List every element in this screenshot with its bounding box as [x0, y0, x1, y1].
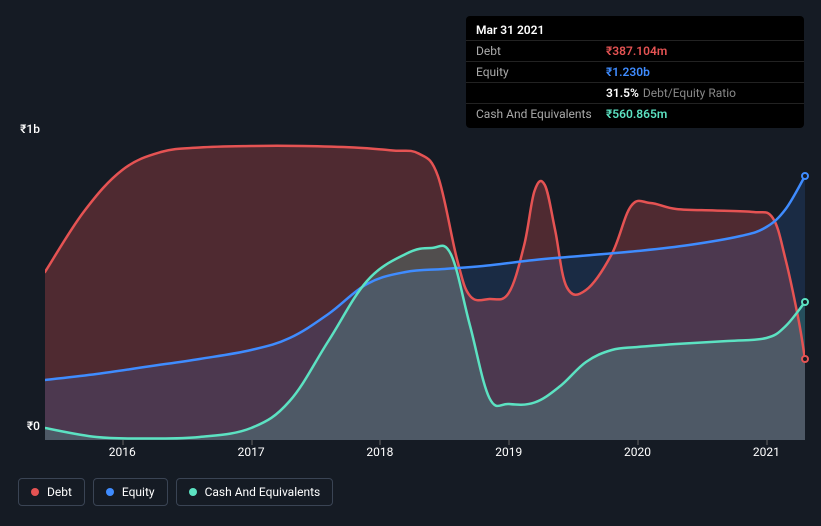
- x-tick: 2016: [109, 445, 136, 459]
- x-tick-mark: [638, 440, 639, 445]
- legend-dot: [31, 488, 39, 496]
- x-tick-mark: [251, 440, 252, 445]
- tooltip-row: Debt₹387.104m: [466, 40, 804, 61]
- x-axis: 2016 2017 2018 2019 2020 2021: [45, 445, 805, 465]
- tooltip-row-label: Cash And Equivalents: [476, 107, 606, 121]
- hover-tooltip: Mar 31 2021 Debt₹387.104mEquity₹1.230b31…: [466, 16, 804, 128]
- x-tick: 2019: [495, 445, 522, 459]
- y-axis: ₹1b ₹0: [0, 0, 40, 526]
- chart-container: Mar 31 2021 Debt₹387.104mEquity₹1.230b31…: [0, 0, 821, 526]
- legend: Debt Equity Cash And Equivalents: [18, 478, 333, 506]
- legend-label: Debt: [47, 485, 72, 499]
- x-tick-mark: [766, 440, 767, 445]
- tooltip-row-sublabel: Debt/Equity Ratio: [643, 86, 736, 100]
- tooltip-row-value: 31.5%: [606, 86, 639, 100]
- plot-area[interactable]: [45, 140, 805, 440]
- x-tick-label: 2019: [495, 445, 522, 459]
- series-endpoint-equity: [801, 172, 809, 180]
- tooltip-row-value: ₹387.104m: [606, 44, 667, 58]
- x-tick: 2017: [238, 445, 265, 459]
- tooltip-row-label: Equity: [476, 65, 606, 79]
- tooltip-row: Cash And Equivalents₹560.865m: [466, 103, 804, 124]
- series-endpoint-cash: [801, 298, 809, 306]
- series-endpoint-debt: [801, 355, 809, 363]
- tooltip-row: 31.5% Debt/Equity Ratio: [466, 82, 804, 103]
- x-tick-label: 2021: [753, 445, 780, 459]
- x-tick-mark: [380, 440, 381, 445]
- y-tick-label: ₹1b: [20, 122, 40, 136]
- x-tick-mark: [122, 440, 123, 445]
- legend-dot: [106, 488, 114, 496]
- x-tick: 2018: [366, 445, 393, 459]
- tooltip-row-value: ₹560.865m: [606, 107, 667, 121]
- tooltip-date: Mar 31 2021: [466, 20, 804, 40]
- legend-item-cash-and-equivalents[interactable]: Cash And Equivalents: [176, 478, 334, 506]
- x-tick-label: 2018: [366, 445, 393, 459]
- x-tick-label: 2020: [624, 445, 651, 459]
- x-tick-label: 2017: [238, 445, 265, 459]
- tooltip-row-value: ₹1.230b: [606, 65, 650, 79]
- x-tick-label: 2016: [109, 445, 136, 459]
- legend-item-debt[interactable]: Debt: [18, 478, 85, 506]
- x-tick: 2021: [753, 445, 780, 459]
- tooltip-row-label: Debt: [476, 44, 606, 58]
- x-tick: 2020: [624, 445, 651, 459]
- legend-label: Equity: [122, 485, 155, 499]
- tooltip-row-label: [476, 86, 606, 100]
- tooltip-row: Equity₹1.230b: [466, 61, 804, 82]
- legend-item-equity[interactable]: Equity: [93, 478, 168, 506]
- y-tick-label: ₹0: [27, 419, 40, 433]
- x-tick-mark: [509, 440, 510, 445]
- legend-label: Cash And Equivalents: [205, 485, 321, 499]
- legend-dot: [189, 488, 197, 496]
